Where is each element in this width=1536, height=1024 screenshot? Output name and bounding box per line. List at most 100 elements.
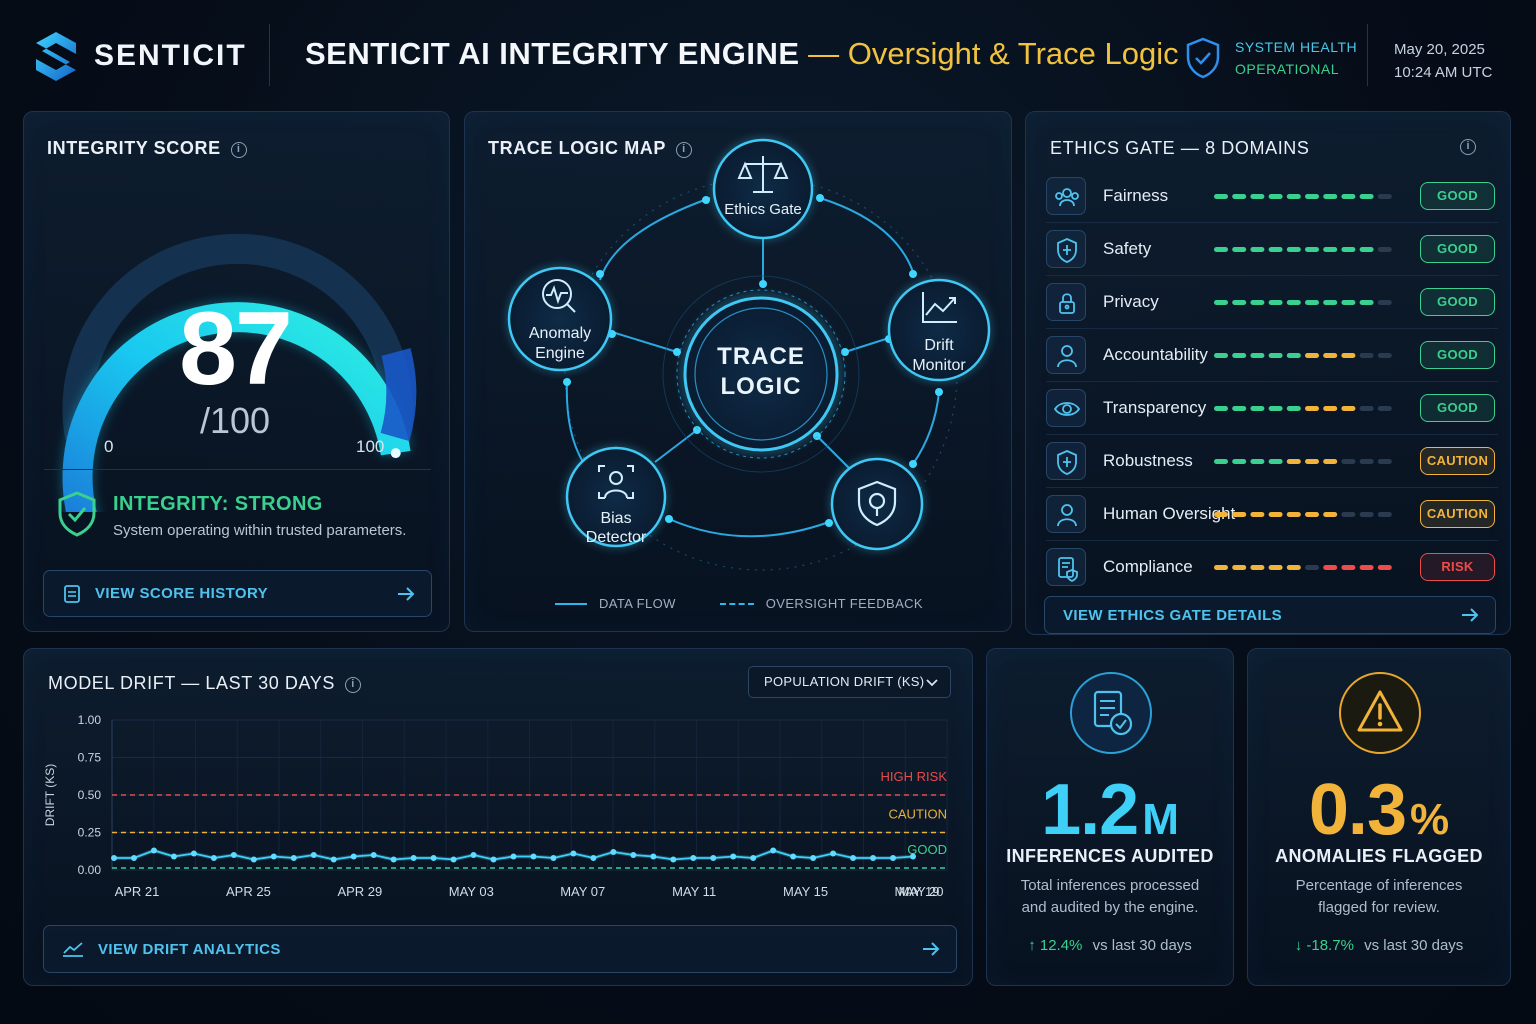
ethics-bar-segment [1286,512,1301,517]
ethics-domain-label: Human Oversight [1103,504,1236,523]
info-icon[interactable]: i [676,142,692,158]
ethics-domain-row[interactable]: Safety GOOD [1046,223,1498,276]
ethics-bar-segment [1232,353,1247,358]
ethics-bar-segment [1268,459,1283,464]
threshold-label: GOOD [907,842,947,857]
arrow-up-icon: ↑ [1028,937,1036,954]
ethics-bar-segment [1250,300,1265,305]
drift-data-point [290,855,297,861]
arrow-right-icon [923,942,940,956]
drift-data-point [210,855,217,861]
ethics-bar-segment [1377,406,1392,411]
drift-data-point [730,853,737,860]
shield-plus-icon [1046,442,1086,480]
anomalies-desc-1: Percentage of inferences [1295,877,1463,894]
arrow-down-icon: ↓ [1294,937,1303,954]
ethics-bar-segment [1377,194,1392,199]
chevron-down-icon [926,679,938,687]
ethics-bar-segment [1286,353,1301,358]
view-drift-analytics-button[interactable]: VIEW DRIFT ANALYTICS [43,925,957,973]
drift-data-point [111,855,117,861]
ethics-domain-row[interactable]: Accountability GOOD [1046,329,1498,382]
drift-data-point [350,853,357,860]
drift-data-point [790,853,797,860]
ethics-domain-bar [1214,353,1392,358]
person-icon [1046,495,1086,533]
drift-data-point [630,852,637,858]
inferences-value-group: 1.2M [987,769,1233,851]
ethics-bar-segment [1286,406,1301,411]
view-drift-analytics-label: VIEW DRIFT ANALYTICS [98,940,281,958]
ethics-domain-bar [1214,406,1392,411]
ethics-bar-segment [1250,512,1265,517]
node-safeguard[interactable] [829,456,925,552]
drift-data-point [310,852,317,858]
page-title-separator: — [799,36,848,71]
system-health: SYSTEM HEALTH OPERATIONAL [1185,36,1357,80]
drift-data-point [710,855,717,861]
legend-feedback-label: OVERSIGHT FEEDBACK [765,596,923,611]
ethics-domain-row[interactable]: Privacy GOOD [1046,276,1498,329]
x-tick-label: APR 21 [115,884,160,899]
ethics-bar-segment [1377,247,1392,252]
ethics-domain-bar [1214,512,1392,517]
ethics-domain-row[interactable]: Human Oversight CAUTION [1046,488,1498,541]
trace-title: TRACE LOGIC MAP [488,138,666,158]
x-tick-label: MAY 15 [783,884,828,899]
drift-data-point [230,852,237,858]
integrity-gauge: 0 100 [62,233,417,512]
ethics-domain-row[interactable]: Transparency GOOD [1046,382,1498,435]
drift-data-point [590,855,597,861]
view-ethics-details-button[interactable]: VIEW ETHICS GATE DETAILS [1044,596,1496,634]
health-label: SYSTEM HEALTH [1235,39,1358,55]
legend-flow-label: DATA FLOW [598,596,676,611]
threshold-label: HIGH RISK [881,769,948,784]
y-tick-label: 0.50 [78,788,102,802]
node-anomaly-engine[interactable]: Anomaly Engine [506,265,614,373]
ethics-bar-segment [1232,247,1247,252]
ethics-bar-segment [1359,300,1374,305]
ethics-domain-row[interactable]: Fairness GOOD [1046,170,1498,223]
ethics-domain-row[interactable]: Robustness CAUTION [1046,435,1498,488]
inferences-desc: Total inferences processed and audited b… [987,875,1233,919]
trace-center-line2: LOGIC [721,373,802,400]
x-tick-label: MAY 03 [449,884,494,899]
model-drift-panel: MODEL DRIFT — LAST 30 DAYS i POPULATION D… [23,648,973,986]
page-title: SENTICIT AI INTEGRITY ENGINE — Oversight… [305,36,1179,72]
trace-legend: DATA FLOW OVERSIGHT FEEDBACK [465,596,1013,611]
ethics-bar-segment [1377,459,1392,464]
anomalies-value-group: 0.3% [1248,769,1510,851]
node-drift-monitor[interactable]: Drift Monitor [886,277,992,383]
warning-icon [1339,672,1421,754]
ethics-bar-segment [1359,194,1374,199]
ethics-bar-segment [1214,459,1228,464]
view-score-history-button[interactable]: VIEW SCORE HISTORY [43,570,432,617]
ethics-domain-label: Robustness [1103,451,1193,470]
node-drift-label-1: Drift [924,337,954,354]
ethics-bar-segment [1305,512,1319,517]
trend-line-icon [63,942,83,957]
node-ethics-gate[interactable]: Ethics Gate [711,137,815,241]
info-icon[interactable]: i [230,142,247,158]
header-divider [269,24,270,86]
node-bias-detector[interactable]: Bias Detector [564,445,668,549]
ethics-domain-row[interactable]: Compliance RISK [1046,541,1498,594]
ethics-bar-segment [1305,565,1319,570]
info-icon[interactable]: i [1460,139,1476,155]
y-tick-label: 1.00 [78,713,102,727]
drift-data-point [390,856,397,863]
info-icon[interactable]: i [345,677,362,693]
brand-logo[interactable]: SENTICIT [32,30,247,82]
ethics-bar-segment [1341,459,1356,464]
drift-metric-dropdown[interactable]: POPULATION DRIFT (KS) [748,666,951,698]
node-bias-label-2: Detector [586,529,647,546]
ethics-bar-segment [1323,300,1338,305]
drift-chart: 0.00 0.25 0.50 0.75 1.00 DRIFT (KS) HIGH RISK C… [43,713,948,899]
ethics-domain-label: Compliance [1103,557,1193,576]
ethics-bar-segment [1214,406,1228,411]
anomalies-unit: % [1409,795,1450,844]
inferences-desc-1: Total inferences processed [1020,877,1200,894]
ethics-bar-segment [1268,194,1283,199]
ethics-domain-label: Fairness [1103,186,1169,205]
health-status: OPERATIONAL [1235,61,1340,77]
